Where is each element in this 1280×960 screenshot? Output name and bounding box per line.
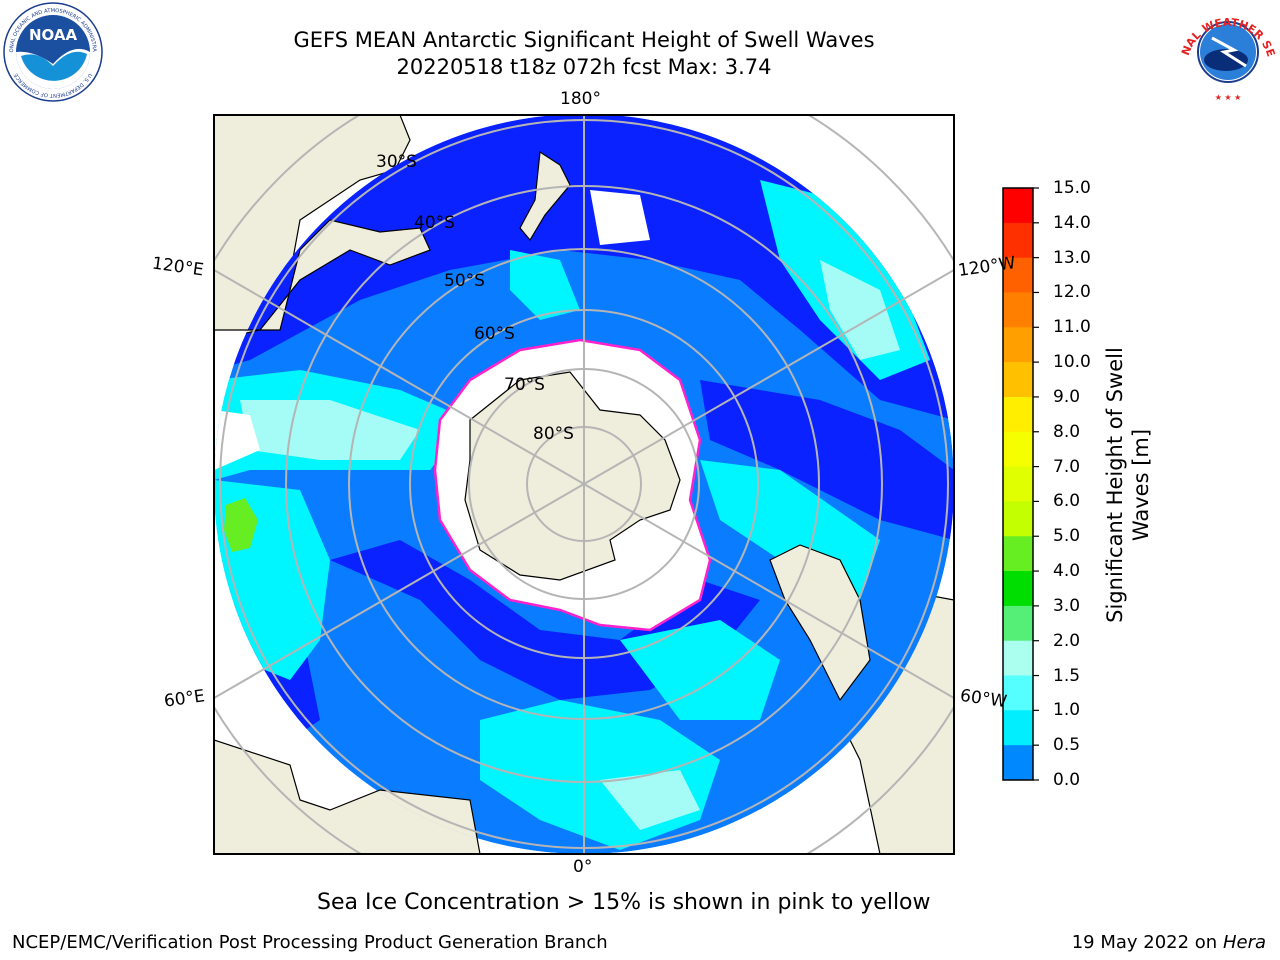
colorbar-title: Significant Height of Swell Waves [m] (1103, 347, 1153, 623)
colorbar-tick-label: 7.0 (1053, 456, 1081, 477)
credit-line: NCEP/EMC/Verification Post Processing Pr… (12, 932, 608, 953)
svg-text:★ ★ ★: ★ ★ ★ (1215, 93, 1242, 102)
colorbar-segment (1003, 536, 1033, 572)
colorbar-tick-label: 2.0 (1053, 630, 1081, 651)
nws-logo: NATIONAL WEATHER SERVICE ★ ★ ★ (1176, 0, 1278, 102)
colorbar-segment (1003, 640, 1033, 677)
machine-name: Hera (1222, 932, 1266, 953)
svg-text:NOAA: NOAA (29, 26, 78, 44)
date-line: 19 May 2022 on Hera (1072, 932, 1266, 953)
colorbar-tick-label: 15.0 (1053, 178, 1091, 198)
noaa-logo: NOAA NATIONAL OCEANIC AND ATMOSPHERIC AD… (2, 2, 103, 102)
lat-label-60s: 60°S (474, 324, 515, 344)
colorbar-segment (1003, 396, 1033, 433)
colorbar-segment (1003, 292, 1033, 328)
date-text: 19 May 2022 on (1071, 932, 1218, 953)
lat-label-30s: 30°S (376, 152, 417, 172)
lat-label-50s: 50°S (444, 271, 485, 291)
colorbar (1002, 187, 1039, 781)
colorbar-segment (1003, 257, 1033, 293)
colorbar-tick-label: 5.0 (1053, 526, 1081, 547)
colorbar-tick-label: 4.0 (1053, 561, 1081, 582)
lat-label-80s: 80°S (533, 424, 574, 444)
colorbar-segment (1003, 466, 1033, 502)
graticule (214, 115, 954, 854)
colorbar-tick-label: 6.0 (1053, 491, 1081, 512)
colorbar-segment (1003, 745, 1033, 781)
colorbar-segment (1003, 362, 1033, 398)
colorbar-tick-label: 1.5 (1053, 665, 1081, 686)
colorbar-tick-label: 3.0 (1053, 595, 1081, 616)
chart-title: GEFS MEAN Antarctic Significant Height o… (293, 28, 875, 52)
colorbar-tick-label: 10.0 (1053, 352, 1091, 373)
colorbar-segment (1003, 327, 1033, 363)
colorbar-tick-label: 11.0 (1053, 317, 1091, 338)
colorbar-tick-label: 1.0 (1053, 700, 1081, 721)
colorbar-tick-label: 9.0 (1053, 386, 1081, 407)
lon-label-0: 0° (573, 857, 593, 877)
colorbar-frame (1002, 187, 1034, 781)
lat-label-70s: 70°S (504, 375, 545, 395)
colorbar-tick-label: 14.0 (1053, 212, 1091, 233)
forecast-subtitle: 20220518 t18z 072h fcst Max: 3.74 (396, 55, 772, 79)
colorbar-tick-label: 8.0 (1053, 421, 1081, 442)
colorbar-segment (1003, 222, 1033, 259)
colorbar-tick-label: 12.0 (1053, 282, 1091, 303)
lat-label-40s: 40°S (414, 213, 455, 233)
colorbar-segment (1003, 431, 1033, 468)
colorbar-segment (1003, 188, 1033, 224)
colorbar-segment (1003, 501, 1033, 537)
colorbar-segment (1003, 605, 1033, 642)
colorbar-segment (1003, 675, 1033, 711)
colorbar-segment (1003, 571, 1033, 607)
colorbar-tick-label: 0.5 (1053, 735, 1081, 756)
sea-ice-footnote: Sea Ice Concentration > 15% is shown in … (317, 890, 931, 915)
colorbar-tick-label: 0.0 (1053, 770, 1081, 790)
colorbar-segment (1003, 710, 1033, 746)
colorbar-tick-label: 13.0 (1053, 247, 1091, 268)
lon-label-180: 180° (560, 89, 601, 109)
